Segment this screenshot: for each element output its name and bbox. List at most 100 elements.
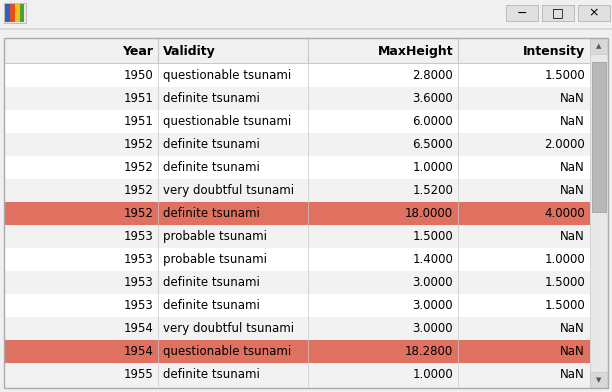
Text: 1952: 1952 [123,161,153,174]
Bar [578,5,610,21]
Bar [4,178,590,179]
Bar [15,4,20,22]
Bar [4,363,590,386]
Text: definite tsunami: definite tsunami [163,368,260,381]
Text: NaN: NaN [560,368,585,381]
Bar [4,225,590,248]
Text: 1952: 1952 [123,138,153,151]
Bar [4,64,590,87]
Text: 2.8000: 2.8000 [412,69,453,82]
Text: 6.5000: 6.5000 [412,138,453,151]
Text: 1955: 1955 [124,368,153,381]
Text: 1.0000: 1.0000 [412,368,453,381]
Text: questionable tsunami: questionable tsunami [163,345,291,358]
Bar [0,0,612,28]
Text: Validity: Validity [163,45,216,58]
Text: questionable tsunami: questionable tsunami [163,69,291,82]
Text: definite tsunami: definite tsunami [163,276,260,289]
Text: 1950: 1950 [124,69,153,82]
Bar [4,109,590,110]
Text: 1.5000: 1.5000 [544,299,585,312]
Text: 2.0000: 2.0000 [544,138,585,151]
Text: 1953: 1953 [124,230,153,243]
Bar [4,87,590,110]
Text: 1.5000: 1.5000 [544,276,585,289]
Bar [4,133,590,156]
Text: 1.4000: 1.4000 [412,253,453,266]
Text: 3.0000: 3.0000 [412,276,453,289]
Text: −: − [517,7,528,20]
Text: NaN: NaN [560,184,585,197]
Bar [590,38,608,54]
Bar [4,271,590,294]
Text: 1954: 1954 [123,345,153,358]
Bar [4,156,590,179]
Text: 1951: 1951 [123,92,153,105]
Bar [4,38,608,388]
Bar [4,201,590,202]
Text: definite tsunami: definite tsunami [163,92,260,105]
Text: 1.5200: 1.5200 [412,184,453,197]
Text: 1952: 1952 [123,184,153,197]
Bar [10,4,15,22]
Bar [4,248,590,271]
Bar [4,270,590,271]
Text: NaN: NaN [560,92,585,105]
Text: 3.6000: 3.6000 [412,92,453,105]
Text: definite tsunami: definite tsunami [163,161,260,174]
Text: definite tsunami: definite tsunami [163,207,260,220]
Bar [4,316,590,317]
Text: MaxHeight: MaxHeight [378,45,453,58]
Text: very doubtful tsunami: very doubtful tsunami [163,322,294,335]
Text: definite tsunami: definite tsunami [163,138,260,151]
Bar [4,38,590,64]
Text: 1953: 1953 [124,253,153,266]
Text: 4.0000: 4.0000 [544,207,585,220]
Bar [4,3,26,23]
Text: probable tsunami: probable tsunami [163,253,267,266]
Text: 18.0000: 18.0000 [405,207,453,220]
Text: NaN: NaN [560,322,585,335]
Bar [506,5,538,21]
Text: probable tsunami: probable tsunami [163,230,267,243]
Bar [4,385,590,386]
Bar [4,317,590,340]
Bar [4,339,590,340]
Bar [592,62,606,212]
Bar [5,4,10,22]
Bar [4,340,590,363]
Text: ▼: ▼ [596,377,602,383]
Text: 1953: 1953 [124,299,153,312]
Bar [542,5,574,21]
Text: 1.0000: 1.0000 [412,161,453,174]
Text: NaN: NaN [560,115,585,128]
Bar [4,247,590,248]
Bar [4,294,590,317]
Bar [4,179,590,202]
Bar [4,202,590,225]
Text: 1.5000: 1.5000 [544,69,585,82]
Text: NaN: NaN [560,345,585,358]
Bar [4,110,590,133]
Text: ×: × [589,7,599,20]
Text: 1951: 1951 [123,115,153,128]
Text: very doubtful tsunami: very doubtful tsunami [163,184,294,197]
Bar [0,28,612,30]
Text: 1953: 1953 [124,276,153,289]
Text: questionable tsunami: questionable tsunami [163,115,291,128]
Text: Intensity: Intensity [523,45,585,58]
Text: 1952: 1952 [123,207,153,220]
Text: 1.0000: 1.0000 [544,253,585,266]
Text: 3.0000: 3.0000 [412,322,453,335]
Bar [20,4,24,22]
Text: 6.0000: 6.0000 [412,115,453,128]
Text: NaN: NaN [560,161,585,174]
Text: □: □ [552,7,564,20]
Text: ▲: ▲ [596,43,602,49]
Text: definite tsunami: definite tsunami [163,299,260,312]
Text: Year: Year [122,45,153,58]
Bar [4,63,590,64]
Text: 1.5000: 1.5000 [412,230,453,243]
Text: 18.2800: 18.2800 [405,345,453,358]
Bar [4,132,590,133]
